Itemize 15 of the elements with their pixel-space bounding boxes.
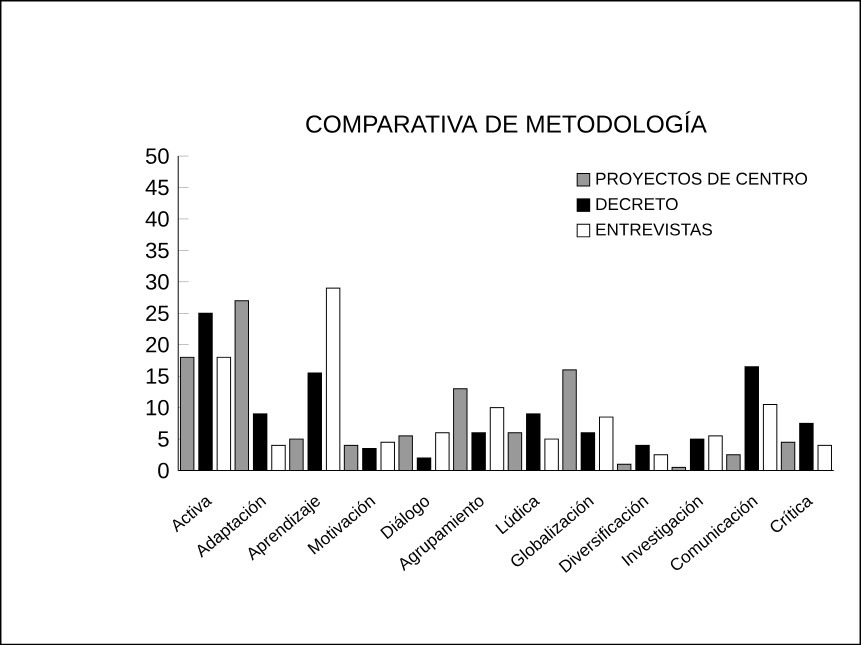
y-tick-label: 15 bbox=[146, 368, 169, 384]
y-tick-label: 45 bbox=[146, 180, 169, 196]
y-tick-label: 0 bbox=[158, 462, 169, 478]
y-tick-label: 35 bbox=[146, 242, 169, 258]
y-tick-label: 20 bbox=[146, 336, 169, 352]
y-tick-label: 40 bbox=[146, 211, 169, 227]
chart-title: COMPARATIVA DE METODOLOGÍA bbox=[306, 111, 707, 133]
legend-label: PROYECTOS DE CENTRO bbox=[596, 172, 808, 185]
y-tick-label: 10 bbox=[146, 400, 169, 416]
y-tick-label: 50 bbox=[146, 148, 169, 164]
y-tick-label: 5 bbox=[158, 431, 169, 447]
y-tick-label: 25 bbox=[146, 305, 169, 321]
y-tick-label: 30 bbox=[146, 274, 169, 290]
legend-label: DECRETO bbox=[596, 198, 678, 210]
legend-label: ENTREVISTAS bbox=[596, 223, 712, 236]
